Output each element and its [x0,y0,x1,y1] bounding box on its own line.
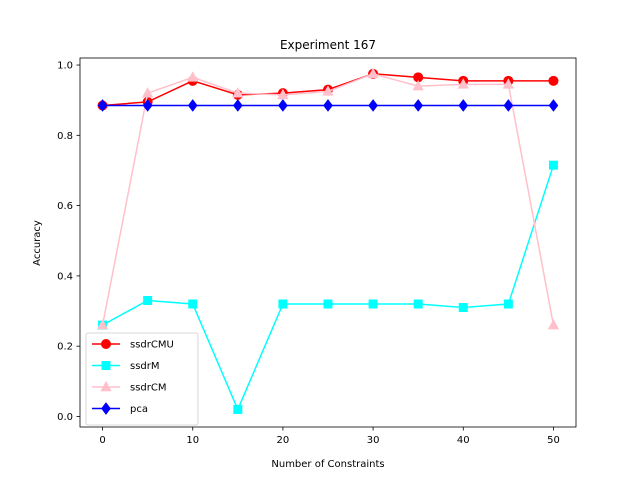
x-tick-label: 50 [547,435,560,446]
data-point-ssdrCM [502,78,515,89]
data-point-ssdrCM [277,88,289,100]
legend-label-pca: pca [130,404,148,415]
x-tick-label: 10 [186,435,199,446]
x-tick-label: 20 [277,435,290,446]
data-point-ssdrM [368,299,378,309]
legend-marker-ssdrCMU [101,339,111,349]
y-tick-label: 0.0 [57,412,73,423]
data-point-ssdrM [503,299,513,309]
legend-marker-pca [101,402,111,415]
legend-label-ssdrM: ssdrM [130,361,160,372]
axes-frame [79,57,577,428]
data-point-ssdrM [323,299,333,309]
y-tick-label: 1.0 [57,61,73,72]
data-point-ssdrM [143,295,153,305]
data-point-pca [232,99,243,112]
legend-marker-ssdrM [101,361,111,370]
data-point-ssdrCM [412,80,424,91]
chart-title: Experiment 167 [280,38,376,52]
data-point-pca [458,99,469,112]
data-point-ssdrCMU [548,75,559,86]
y-tick-label: 0.6 [57,201,73,212]
data-point-ssdrM [278,299,288,309]
x-tick-label: 30 [367,435,380,446]
data-point-pca [278,99,288,112]
data-point-ssdrCM [187,71,199,82]
x-tick-label: 0 [99,435,105,446]
y-tick-label: 0.2 [57,342,73,353]
data-point-ssdrM [188,299,198,309]
data-point-pca [413,99,424,112]
data-point-ssdrCM [547,319,560,330]
data-point-ssdrM [458,303,468,313]
plot-area: 0 10 20 30 40 50 0.0 0.2 0.4 0.6 0.8 1.0 [57,57,577,446]
data-point-pca [368,99,378,112]
data-point-ssdrM [413,299,423,309]
data-point-ssdrCM [367,67,379,79]
data-point-ssdrCM [322,85,334,96]
data-point-ssdrCM [232,87,244,98]
legend-marker-ssdrCM [100,380,112,392]
data-point-pca [187,99,198,112]
legend: ssdrCMU ssdrM ssdrCM pca [85,332,199,426]
x-tick-label: 40 [457,435,470,446]
data-point-pca [548,99,559,112]
legend-label-ssdrCMU: ssdrCMU [130,340,174,351]
legend-label-ssdrCM: ssdrCM [130,383,167,394]
y-tick-label: 0.8 [57,131,73,142]
y-axis-label: Accuracy [32,220,43,266]
data-point-ssdrM [548,160,558,170]
data-point-pca [142,99,153,112]
data-point-ssdrCM [457,78,469,89]
data-point-ssdrM [233,404,243,414]
data-point-pca [503,99,514,112]
data-point-pca [97,99,108,112]
x-axis-label: Number of Constraints [271,459,384,470]
legend-box [85,332,199,426]
y-tick-label: 0.4 [57,271,73,282]
data-point-ssdrCM [141,87,154,98]
data-point-pca [323,99,333,112]
data-point-ssdrCM [96,319,109,330]
